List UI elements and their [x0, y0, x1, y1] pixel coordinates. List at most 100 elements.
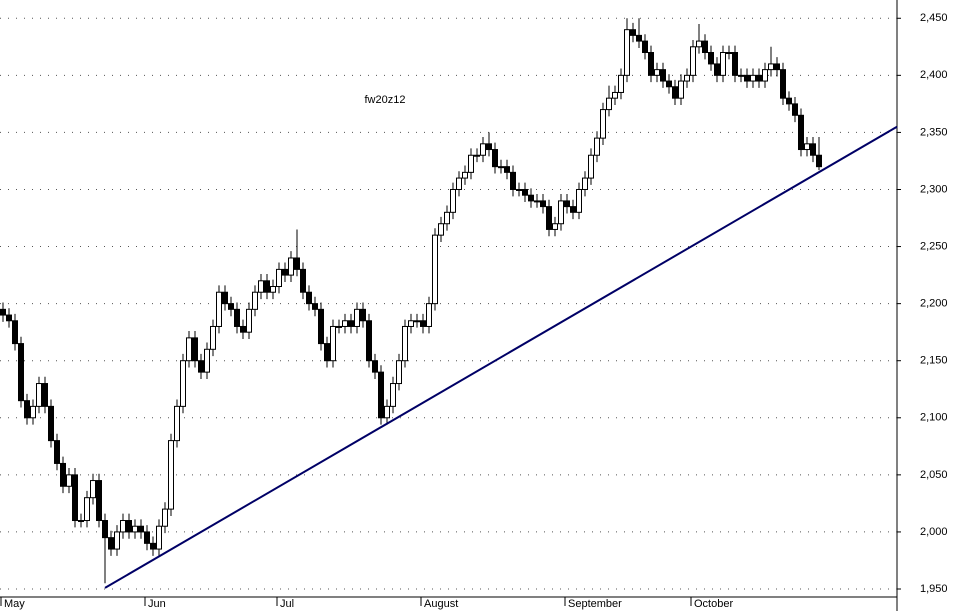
- candle-body: [594, 137, 600, 156]
- candle-body: [42, 383, 48, 407]
- candle-body: [390, 383, 396, 407]
- candle-body: [564, 200, 570, 208]
- candle-body: [426, 303, 432, 327]
- x-tick-label: Jul: [280, 598, 294, 610]
- candle-body: [660, 69, 666, 82]
- candle-body: [246, 308, 252, 333]
- candle-body: [366, 320, 372, 362]
- candle-body: [756, 74, 762, 82]
- candle-body: [480, 143, 486, 156]
- candle-body: [306, 291, 312, 305]
- candle-body: [150, 542, 156, 550]
- candle-body: [588, 154, 594, 179]
- candle-body: [672, 86, 678, 99]
- candle-body: [294, 257, 300, 270]
- candle-body: [714, 63, 720, 76]
- candle-body: [468, 154, 474, 173]
- candle-body: [324, 343, 330, 362]
- candle-body: [240, 325, 246, 333]
- candle-body: [654, 69, 660, 76]
- trendline: [104, 125, 898, 589]
- candle-body: [738, 74, 744, 77]
- y-tick-label: 2,100: [920, 412, 948, 424]
- candle-body: [666, 80, 672, 88]
- candle-body: [582, 177, 588, 190]
- candle-body: [108, 537, 114, 550]
- candle-body: [0, 308, 6, 316]
- candle-body: [750, 74, 756, 82]
- candle-body: [264, 280, 270, 293]
- candle-body: [186, 337, 192, 362]
- candle-body: [18, 343, 24, 402]
- candle-body: [282, 268, 288, 276]
- candle-body: [696, 40, 702, 48]
- candle-body: [516, 188, 522, 191]
- y-tick-label: 2,050: [920, 469, 948, 481]
- candle-body: [252, 291, 258, 310]
- candle-body: [414, 320, 420, 323]
- candle-body: [732, 52, 738, 76]
- candle-body: [606, 97, 612, 111]
- candle-body: [642, 40, 648, 54]
- candle-body: [708, 52, 714, 65]
- candle-body: [408, 320, 414, 327]
- candle-body: [96, 480, 102, 522]
- candle-body: [12, 320, 18, 345]
- candle-body: [138, 525, 144, 533]
- candle-body: [288, 257, 294, 276]
- candle-body: [162, 508, 168, 527]
- candle-body: [720, 52, 726, 76]
- y-tick-label: 2,400: [920, 69, 948, 81]
- candle-body: [522, 188, 528, 196]
- candle-body: [492, 149, 498, 168]
- candle-body: [726, 52, 732, 55]
- candle-body: [798, 114, 804, 151]
- candle-body: [6, 314, 12, 322]
- candle-body: [528, 194, 534, 202]
- candle-body: [90, 480, 96, 499]
- candle-body: [498, 166, 504, 169]
- candle-body: [66, 474, 72, 487]
- candle-body: [792, 103, 798, 116]
- candle-body: [558, 200, 564, 225]
- candle-body: [210, 325, 216, 350]
- candle-body: [636, 34, 642, 42]
- candle-body: [312, 303, 318, 310]
- candle-body: [102, 520, 108, 539]
- candle-body: [30, 405, 36, 419]
- candle-body: [198, 360, 204, 373]
- candle-body: [378, 371, 384, 419]
- candle-body: [78, 520, 84, 523]
- candle-body: [762, 69, 768, 82]
- candle-body: [570, 206, 576, 213]
- y-tick-label: 2,450: [920, 12, 948, 24]
- candle-body: [624, 29, 630, 76]
- candle-body: [24, 400, 30, 419]
- candle-body: [300, 268, 306, 293]
- candle-body: [810, 143, 816, 156]
- candle-body: [780, 69, 786, 99]
- candle-body: [600, 109, 606, 139]
- candle-body: [474, 154, 480, 157]
- candle-body: [270, 286, 276, 293]
- candle-body: [576, 188, 582, 213]
- candle-body: [144, 531, 150, 544]
- candle-body: [546, 206, 552, 230]
- candle-body: [60, 462, 66, 487]
- candle-body: [612, 91, 618, 99]
- x-tick-label: May: [4, 598, 25, 610]
- candle-body: [432, 234, 438, 305]
- candle-body: [438, 223, 444, 236]
- candle-body: [690, 46, 696, 76]
- candle-body: [48, 405, 54, 442]
- x-tick-label: October: [694, 598, 733, 610]
- candle-body: [258, 280, 264, 293]
- candle-body: [180, 360, 186, 407]
- y-tick-label: 2,150: [920, 355, 948, 367]
- candle-body: [534, 200, 540, 203]
- candle-body: [450, 188, 456, 213]
- candle-body: [768, 63, 774, 71]
- candle-body: [396, 360, 402, 385]
